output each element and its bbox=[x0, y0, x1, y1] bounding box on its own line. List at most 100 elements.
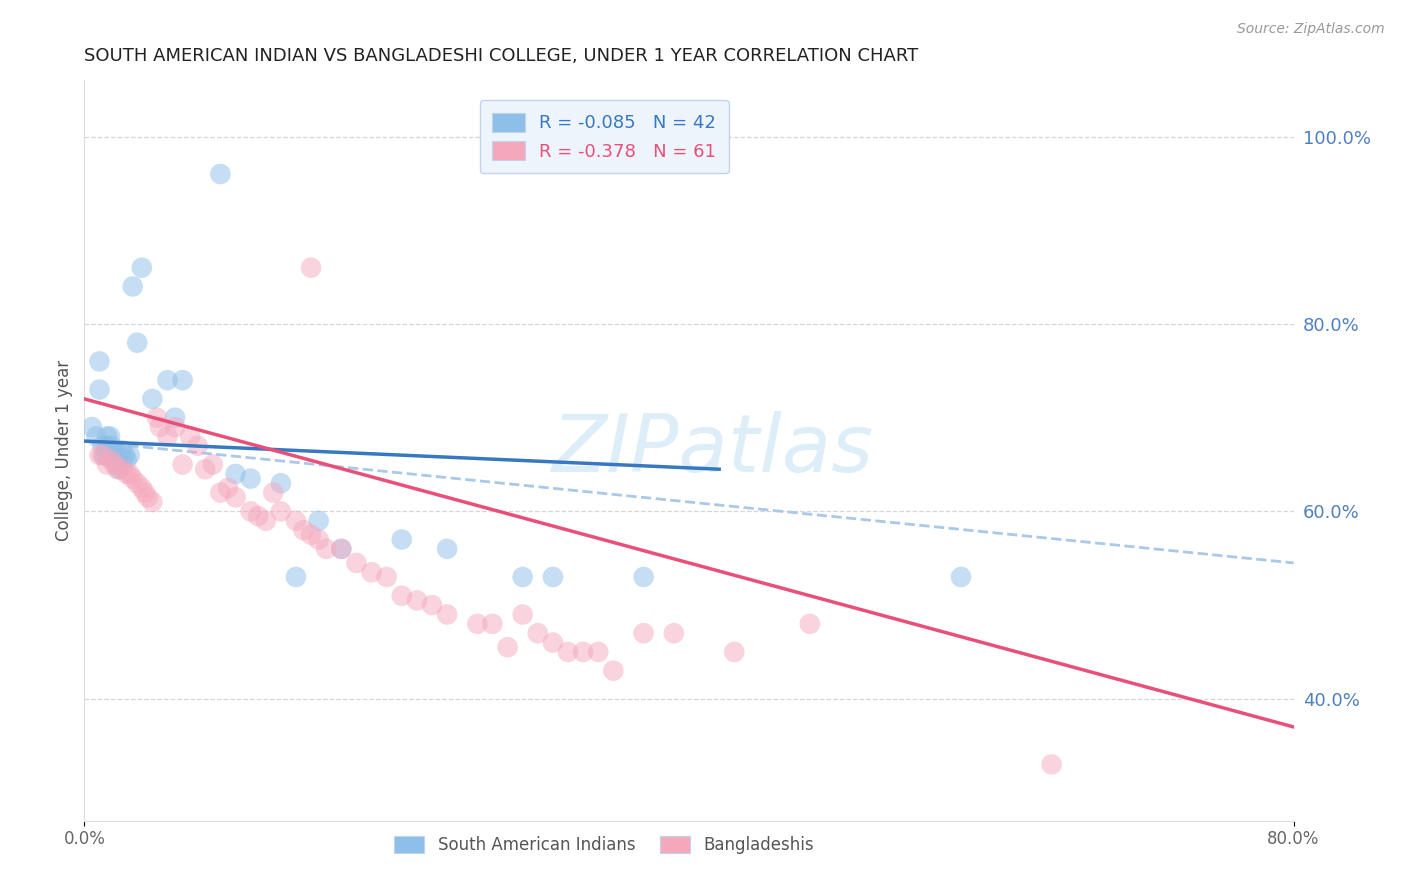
Point bbox=[107, 448, 129, 462]
Point bbox=[111, 462, 134, 476]
Point bbox=[572, 645, 595, 659]
Point bbox=[496, 640, 519, 655]
Point bbox=[96, 429, 118, 443]
Point bbox=[217, 481, 239, 495]
Point bbox=[209, 167, 232, 181]
Point bbox=[201, 458, 224, 472]
Point bbox=[89, 448, 111, 462]
Point bbox=[292, 523, 315, 537]
Point bbox=[172, 458, 194, 472]
Point bbox=[118, 467, 141, 481]
Point bbox=[115, 453, 138, 467]
Point bbox=[436, 541, 458, 556]
Point bbox=[512, 607, 534, 622]
Text: SOUTH AMERICAN INDIAN VS BANGLADESHI COLLEGE, UNDER 1 YEAR CORRELATION CHART: SOUTH AMERICAN INDIAN VS BANGLADESHI COL… bbox=[84, 47, 918, 65]
Point bbox=[330, 541, 353, 556]
Point bbox=[141, 495, 163, 509]
Point bbox=[285, 570, 308, 584]
Point bbox=[131, 260, 153, 275]
Point bbox=[141, 392, 163, 406]
Point bbox=[239, 504, 262, 518]
Point bbox=[391, 589, 413, 603]
Point bbox=[557, 645, 579, 659]
Point bbox=[512, 570, 534, 584]
Point bbox=[330, 541, 353, 556]
Point bbox=[100, 439, 122, 453]
Point bbox=[149, 420, 172, 434]
Point bbox=[239, 472, 262, 486]
Point bbox=[127, 335, 149, 350]
Point bbox=[406, 593, 429, 607]
Point bbox=[633, 570, 655, 584]
Point bbox=[107, 458, 129, 472]
Point bbox=[467, 616, 489, 631]
Point bbox=[1040, 757, 1063, 772]
Point bbox=[107, 462, 129, 476]
Point bbox=[146, 410, 169, 425]
Point bbox=[375, 570, 398, 584]
Point bbox=[172, 373, 194, 387]
Point bbox=[104, 448, 127, 462]
Point bbox=[481, 616, 503, 631]
Point bbox=[308, 514, 330, 528]
Point bbox=[108, 462, 131, 476]
Point bbox=[723, 645, 745, 659]
Point bbox=[308, 533, 330, 547]
Point bbox=[209, 485, 232, 500]
Point bbox=[100, 443, 122, 458]
Point bbox=[96, 439, 118, 453]
Point bbox=[86, 429, 108, 443]
Point bbox=[299, 260, 322, 275]
Point bbox=[165, 410, 187, 425]
Point bbox=[111, 443, 134, 458]
Point bbox=[541, 570, 564, 584]
Point bbox=[588, 645, 610, 659]
Point bbox=[91, 439, 114, 453]
Point bbox=[136, 491, 159, 505]
Point bbox=[299, 528, 322, 542]
Point bbox=[602, 664, 624, 678]
Point bbox=[285, 514, 308, 528]
Point bbox=[270, 504, 292, 518]
Point bbox=[262, 485, 284, 500]
Point bbox=[420, 598, 443, 612]
Point bbox=[104, 458, 127, 472]
Point bbox=[662, 626, 685, 640]
Point bbox=[104, 453, 127, 467]
Point bbox=[115, 467, 138, 481]
Point bbox=[950, 570, 973, 584]
Point bbox=[111, 453, 134, 467]
Point bbox=[179, 429, 201, 443]
Point bbox=[121, 279, 143, 293]
Point bbox=[127, 476, 149, 491]
Point bbox=[541, 635, 564, 649]
Point bbox=[225, 491, 247, 505]
Point bbox=[315, 541, 337, 556]
Point bbox=[96, 458, 118, 472]
Point bbox=[633, 626, 655, 640]
Point bbox=[165, 420, 187, 434]
Point bbox=[254, 514, 277, 528]
Y-axis label: College, Under 1 year: College, Under 1 year bbox=[55, 359, 73, 541]
Point bbox=[80, 420, 103, 434]
Point bbox=[114, 448, 136, 462]
Point bbox=[89, 354, 111, 368]
Text: ZIPatlas: ZIPatlas bbox=[553, 411, 875, 490]
Point bbox=[118, 448, 141, 462]
Point bbox=[247, 509, 270, 524]
Point bbox=[91, 448, 114, 462]
Point bbox=[360, 566, 382, 580]
Point bbox=[346, 556, 368, 570]
Point bbox=[799, 616, 821, 631]
Point bbox=[436, 607, 458, 622]
Text: Source: ZipAtlas.com: Source: ZipAtlas.com bbox=[1237, 22, 1385, 37]
Point bbox=[270, 476, 292, 491]
Point bbox=[527, 626, 550, 640]
Point bbox=[121, 472, 143, 486]
Point bbox=[391, 533, 413, 547]
Legend: South American Indians, Bangladeshis: South American Indians, Bangladeshis bbox=[384, 826, 824, 864]
Point bbox=[93, 448, 115, 462]
Point bbox=[98, 429, 121, 443]
Point bbox=[225, 467, 247, 481]
Point bbox=[131, 481, 153, 495]
